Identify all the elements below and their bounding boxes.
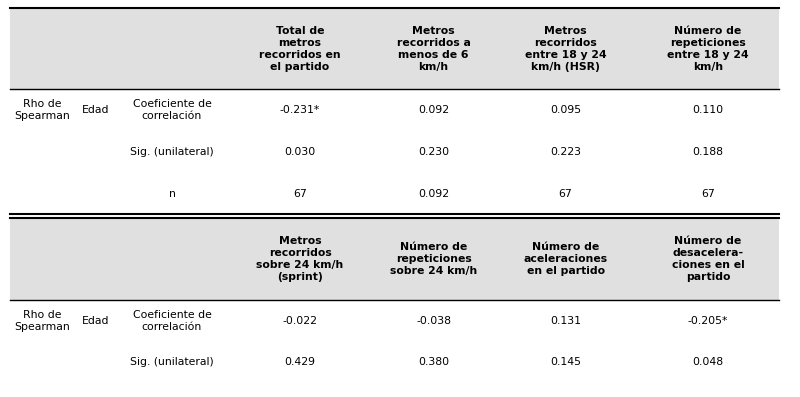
Text: Coeficiente de
correlación: Coeficiente de correlación: [133, 99, 211, 121]
Text: 67: 67: [701, 189, 715, 198]
Text: Número de
aceleraciones
en el partido: Número de aceleraciones en el partido: [523, 242, 608, 276]
Text: Metros
recorridos
sobre 24 km/h
(sprint): Metros recorridos sobre 24 km/h (sprint): [256, 236, 344, 282]
Text: 0.230: 0.230: [418, 147, 449, 157]
Text: 0.429: 0.429: [285, 357, 315, 367]
Text: 0.131: 0.131: [550, 316, 581, 326]
Text: 0.092: 0.092: [418, 105, 449, 115]
Text: Sig. (unilateral): Sig. (unilateral): [130, 147, 214, 157]
Text: 0.048: 0.048: [693, 357, 723, 367]
Bar: [10, 8, 779, 89]
Text: 0.092: 0.092: [418, 189, 449, 198]
Text: 0.188: 0.188: [693, 147, 723, 157]
Text: 67: 67: [293, 189, 307, 198]
Text: Edad: Edad: [82, 316, 110, 326]
Text: 0.380: 0.380: [418, 357, 449, 367]
Text: 0.145: 0.145: [550, 357, 581, 367]
Text: Metros
recorridos
entre 18 y 24
km/h (HSR): Metros recorridos entre 18 y 24 km/h (HS…: [525, 26, 606, 71]
Text: Número de
desacelera-
ciones en el
partido: Número de desacelera- ciones en el parti…: [672, 236, 744, 282]
Text: Rho de
Spearman: Rho de Spearman: [14, 99, 70, 121]
Text: 0.223: 0.223: [550, 147, 581, 157]
Text: Rho de
Spearman: Rho de Spearman: [14, 310, 70, 331]
Text: Metros
recorridos a
menos de 6
km/h: Metros recorridos a menos de 6 km/h: [397, 26, 470, 71]
Text: 0.095: 0.095: [550, 105, 581, 115]
Bar: [10, 218, 779, 300]
Text: Coeficiente de
correlación: Coeficiente de correlación: [133, 310, 211, 331]
Text: Edad: Edad: [82, 105, 110, 115]
Text: n: n: [169, 189, 175, 198]
Text: Sig. (unilateral): Sig. (unilateral): [130, 357, 214, 367]
Text: -0.022: -0.022: [282, 316, 318, 326]
Text: 0.110: 0.110: [693, 105, 723, 115]
Text: Número de
repeticiones
entre 18 y 24
km/h: Número de repeticiones entre 18 y 24 km/…: [667, 26, 749, 71]
Text: -0.205*: -0.205*: [688, 316, 728, 326]
Text: 0.030: 0.030: [284, 147, 316, 157]
Text: -0.231*: -0.231*: [280, 105, 320, 115]
Text: -0.038: -0.038: [416, 316, 451, 326]
Text: 67: 67: [558, 189, 573, 198]
Text: Número de
repeticiones
sobre 24 km/h: Número de repeticiones sobre 24 km/h: [390, 242, 478, 276]
Text: Total de
metros
recorridos en
el partido: Total de metros recorridos en el partido: [259, 26, 341, 71]
